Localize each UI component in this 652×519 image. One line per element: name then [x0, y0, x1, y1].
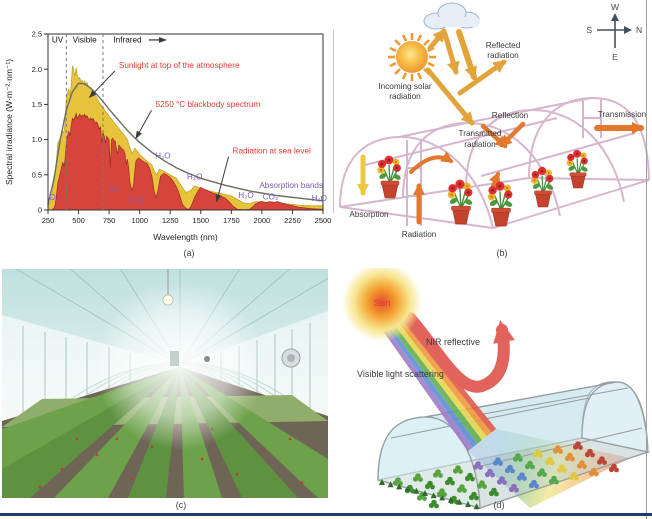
region-label: Infrared: [113, 35, 142, 44]
panel-b-label: (b): [496, 248, 508, 258]
convection-curved-arrow: [409, 151, 454, 174]
x-axis-title: Wavelength (nm): [153, 232, 218, 242]
annotation-arrow: [88, 70, 116, 99]
hanging-lamp-icon: [162, 269, 174, 306]
page-bottom-border: [0, 513, 652, 516]
sun-label: Sun: [374, 298, 391, 309]
panel-c-label: (c): [175, 500, 187, 510]
absorption-band-label: CO₂: [263, 192, 278, 201]
absorption-band-label: H₂O: [312, 194, 327, 203]
nir-reflected-arrow: [404, 312, 515, 393]
absorption-band-label: H₂O: [155, 152, 170, 161]
svg-text:2500: 2500: [315, 216, 332, 225]
svg-text:750: 750: [103, 216, 116, 225]
svg-text:2.5: 2.5: [32, 30, 42, 39]
spectrum-chart-root: 250 500 750 1000 1250 1500 1750 2000 2250 2500 0 0.…: [4, 30, 331, 242]
compass-w: W: [611, 2, 619, 12]
greenhouse-plants: [379, 441, 619, 510]
plot-frame: [47, 33, 324, 211]
panel-d-label: (d): [493, 500, 505, 510]
panel-a-label: (a): [183, 248, 195, 258]
svg-text:1.5: 1.5: [32, 100, 42, 109]
transmission-label: Transmission: [598, 110, 647, 119]
nir-reflective-label: NIR reflective: [426, 337, 480, 347]
compass-s: S: [586, 25, 592, 35]
svg-text:1250: 1250: [162, 216, 179, 225]
end-glow: [95, 280, 265, 450]
svg-text:radiation: radiation: [464, 140, 496, 149]
svg-text:500: 500: [72, 216, 85, 225]
near-arch-face: [377, 416, 481, 509]
reflection-arrow: [499, 121, 526, 148]
absorption-band-label: H₂O: [238, 191, 253, 200]
series-line: [47, 82, 324, 205]
panel-a-solar-spectrum-chart: 250 500 750 1000 1250 1500 1750 2000 2250 2500 0 0.…: [4, 30, 331, 242]
region-label: UV: [52, 35, 64, 44]
chart-annotation: 5250 °C blackbody spectrum: [156, 100, 261, 109]
far-arch-face: [581, 381, 649, 453]
chart-annotation: Radiation at sea level: [233, 147, 311, 156]
absorption-band-label: O₃: [49, 193, 59, 202]
panel-b-labels: Reflected radiation Incoming solar radia…: [349, 41, 646, 239]
svg-text:2000: 2000: [254, 216, 271, 225]
cloud-down-arrow-2: [456, 29, 478, 80]
incoming-solar-label: Incoming solar: [378, 82, 432, 91]
panel-divider-line: [333, 30, 334, 213]
far-door: [170, 351, 179, 366]
reflected-radiation-arrow: [457, 59, 507, 96]
compass-n: N: [636, 25, 642, 35]
compass-icon: [597, 13, 632, 48]
svg-text:1.0: 1.0: [32, 135, 42, 144]
svg-text:1750: 1750: [223, 216, 240, 225]
radiation-label: Radiation: [402, 230, 437, 239]
sun-to-cloud-arrow: [427, 28, 447, 51]
svg-text:radiation: radiation: [389, 92, 421, 101]
svg-text:2250: 2250: [284, 216, 301, 225]
compass-labels: W S N E: [586, 2, 642, 62]
sun-icon: [388, 33, 436, 81]
svg-text:1000: 1000: [131, 216, 148, 225]
region-label: Visible: [73, 35, 97, 44]
y-axis-title: Spectral irradiance (W·m⁻²·nm⁻¹): [4, 59, 14, 185]
svg-text:0: 0: [38, 206, 42, 215]
far-figure: [204, 356, 210, 362]
radiation-arrows: [357, 28, 644, 225]
chart-annotation: Sunlight at top of the atmosphere: [119, 61, 240, 70]
compass-e: E: [612, 52, 618, 62]
exhaust-fan-icon: [281, 348, 301, 368]
absorption-label: Absorption: [349, 210, 389, 219]
annotation-arrow: [215, 156, 230, 203]
incoming-solar-arrow: [425, 67, 475, 126]
svg-text:0.5: 0.5: [32, 170, 42, 179]
transmitted-radiation-label: Transmitted: [459, 129, 502, 138]
svg-text:1500: 1500: [192, 216, 209, 225]
greenhouse-frame: [339, 96, 650, 229]
annotation-arrow: [135, 109, 152, 140]
panel-b-greenhouse-radiation-diagram: W S N E Reflected radiation Incoming sol…: [339, 2, 650, 239]
sun-icon: [342, 268, 422, 342]
absorption-band-label: H₂O: [187, 173, 202, 182]
cloud-icon: [423, 2, 480, 30]
page-right-border: [646, 0, 647, 519]
series-area: [50, 112, 324, 211]
cloud-down-arrow-1: [442, 31, 460, 75]
visible-scattering-label: Visible light scattering: [357, 369, 444, 379]
svg-text:radiation: radiation: [487, 51, 519, 60]
svg-text:2.0: 2.0: [32, 65, 42, 74]
absorption-band-label: O₂: [109, 184, 119, 193]
reflected-radiation-label: Reflected: [486, 41, 521, 50]
absorption-band-label: H₂O: [128, 196, 143, 205]
svg-text:250: 250: [42, 216, 55, 225]
absorption-band-label: Absorption bands: [259, 181, 323, 190]
panel-d-nir-reflective-diagram: Sun NIR reflective Visible light scatter…: [342, 268, 651, 510]
reflection-label: Reflection: [492, 111, 529, 120]
panel-c-greenhouse-photo: [2, 269, 328, 498]
